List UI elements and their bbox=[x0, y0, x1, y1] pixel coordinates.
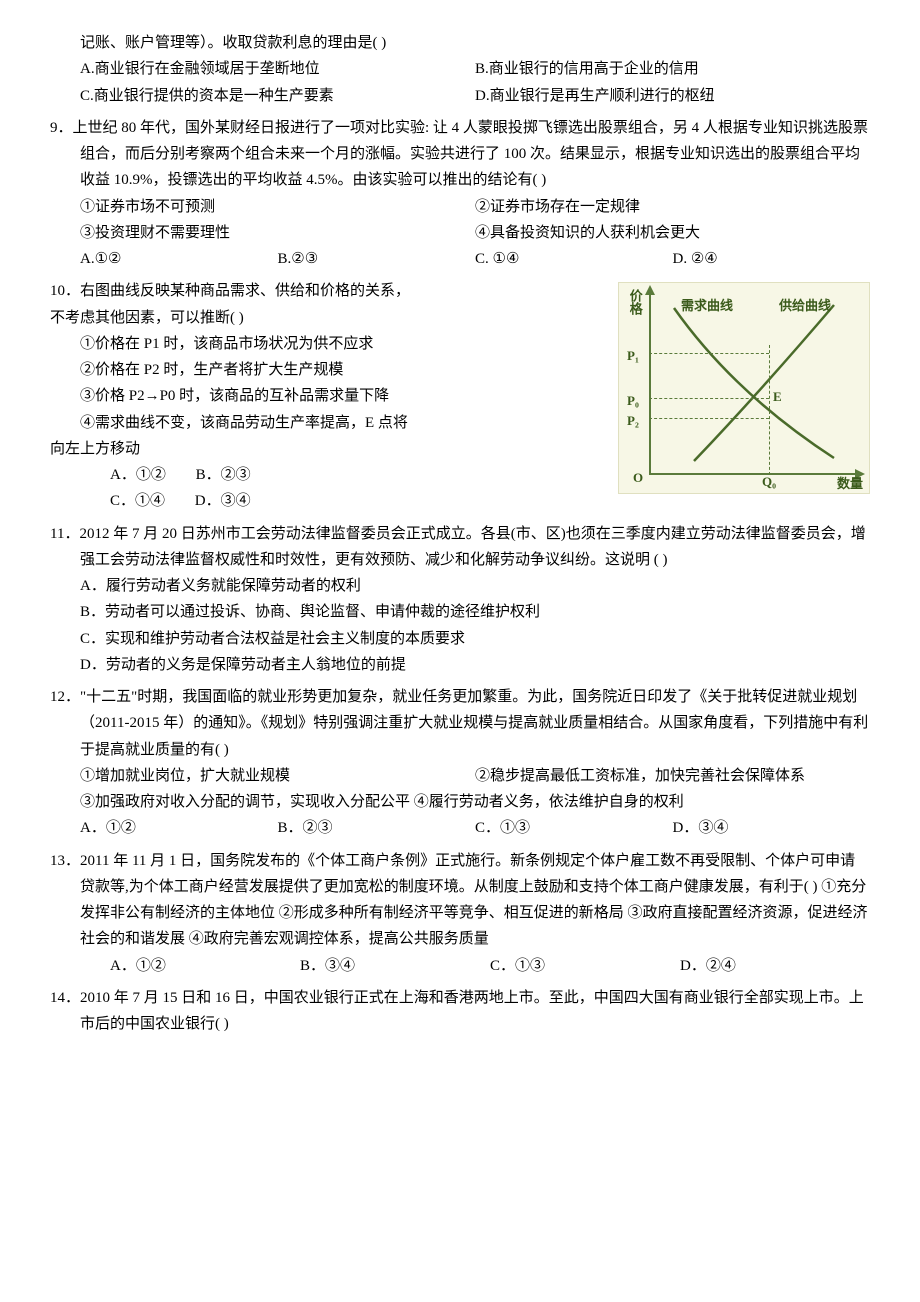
q0-label: Q₀ bbox=[762, 471, 776, 494]
q8-opt-b: B.商业银行的信用高于企业的信用 bbox=[475, 56, 870, 82]
q9-subitems: ①证券市场不可预测 ②证券市场存在一定规律 ③投资理财不需要理性 ④具备投资知识… bbox=[80, 194, 870, 247]
q0-dash bbox=[769, 345, 770, 475]
question-13: 13．2011 年 11 月 1 日，国务院发布的《个体工商户条例》正式施行。新… bbox=[50, 848, 870, 979]
q11-opt-d: D．劳动者的义务是保障劳动者主人翁地位的前提 bbox=[80, 652, 870, 678]
q12-body: "十二五"时期，我国面临的就业形势更加复杂，就业任务更加繁重。为此，国务院近日印… bbox=[80, 689, 868, 758]
q8-opt-d: D.商业银行是再生产顺利进行的枢纽 bbox=[475, 83, 870, 109]
demand-curve bbox=[674, 308, 834, 458]
x-axis-label: 数量 bbox=[837, 473, 863, 496]
q12-num: 12． bbox=[50, 689, 80, 705]
q12-sub2: ②稳步提高最低工资标准，加快完善社会保障体系 bbox=[475, 763, 870, 789]
y-axis-label: 价格 bbox=[623, 289, 646, 315]
question-11: 11．2012 年 7 月 20 日苏州市工会劳动法律监督委员会正式成立。各县(… bbox=[50, 521, 870, 679]
q9-body: 上世纪 80 年代，国外某财经日报进行了一项对比实验: 让 4 人蒙眼投掷飞镖选… bbox=[73, 120, 868, 189]
q14-num: 14． bbox=[50, 990, 80, 1006]
q8-opt-a: A.商业银行在金融领域居于垄断地位 bbox=[80, 56, 475, 82]
q8-options: A.商业银行在金融领域居于垄断地位 B.商业银行的信用高于企业的信用 C.商业银… bbox=[80, 56, 870, 109]
q8-opt-c: C.商业银行提供的资本是一种生产要素 bbox=[80, 83, 475, 109]
p2-label: P₂ bbox=[627, 410, 639, 433]
q12-opt-a: A．①② bbox=[80, 815, 278, 841]
p1-dash bbox=[649, 353, 769, 354]
e-label: E bbox=[773, 386, 782, 409]
origin-label: O bbox=[633, 467, 643, 490]
q9-num: 9． bbox=[50, 120, 73, 136]
q12-sub3: ③加强政府对收入分配的调节，实现收入分配公平 ④履行劳动者义务，依法维护自身的权… bbox=[80, 789, 870, 815]
q13-num: 13． bbox=[50, 853, 80, 869]
q10-opt-b: B．②③ bbox=[196, 462, 251, 488]
q10-line1: 右图曲线反映某种商品需求、供给和价格的关系， bbox=[80, 283, 410, 299]
q13-body: 2011 年 11 月 1 日，国务院发布的《个体工商户条例》正式施行。新条例规… bbox=[80, 853, 868, 948]
q11-num: 11． bbox=[50, 526, 79, 542]
q10-opt-c: C．①④ bbox=[110, 488, 165, 514]
p0-dash bbox=[649, 398, 769, 399]
q9-sub2: ②证券市场存在一定规律 bbox=[475, 194, 870, 220]
question-10: 价格 数量 O 需求曲线 供给曲线 P₁ P₀ P₂ E Q₀ 10．右图曲线反… bbox=[50, 278, 870, 514]
q10-num: 10． bbox=[50, 283, 80, 299]
p1-label: P₁ bbox=[627, 345, 639, 368]
curves-svg bbox=[649, 293, 859, 475]
q9-sub3: ③投资理财不需要理性 bbox=[80, 220, 475, 246]
q9-opt-d: D. ②④ bbox=[673, 246, 871, 272]
q11-body: 2012 年 7 月 20 日苏州市工会劳动法律监督委员会正式成立。各县(市、区… bbox=[79, 526, 865, 568]
q12-subitems: ①增加就业岗位，扩大就业规模 ②稳步提高最低工资标准，加快完善社会保障体系 ③加… bbox=[80, 763, 870, 816]
q9-sub4: ④具备投资知识的人获利机会更大 bbox=[475, 220, 870, 246]
question-9: 9．上世纪 80 年代，国外某财经日报进行了一项对比实验: 让 4 人蒙眼投掷飞… bbox=[50, 115, 870, 273]
supply-demand-figure: 价格 数量 O 需求曲线 供给曲线 P₁ P₀ P₂ E Q₀ bbox=[618, 282, 870, 494]
demand-curve-label: 需求曲线 bbox=[681, 295, 733, 318]
q13-opt-c: C．①③ bbox=[490, 953, 680, 979]
q13-options: A．①② B．③④ C．①③ D．②④ bbox=[110, 953, 870, 979]
q14-body: 2010 年 7 月 15 日和 16 日，中国农业银行正式在上海和香港两地上市… bbox=[80, 990, 864, 1032]
q12-options: A．①② B．②③ C．①③ D．③④ bbox=[80, 815, 870, 841]
q9-sub1: ①证券市场不可预测 bbox=[80, 194, 475, 220]
q9-opt-b: B.②③ bbox=[278, 246, 476, 272]
q13-opt-a: A．①② bbox=[110, 953, 300, 979]
q11-options: A．履行劳动者义务就能保障劳动者的权利 B．劳动者可以通过投诉、协商、舆论监督、… bbox=[80, 573, 870, 678]
q11-opt-c: C．实现和维护劳动者合法权益是社会主义制度的本质要求 bbox=[80, 626, 870, 652]
supply-curve-label: 供给曲线 bbox=[779, 295, 831, 318]
q9-opt-c: C. ①④ bbox=[475, 246, 673, 272]
q13-opt-d: D．②④ bbox=[680, 953, 870, 979]
q11-opt-a: A．履行劳动者义务就能保障劳动者的权利 bbox=[80, 573, 870, 599]
q10-opt-a: A．①② bbox=[110, 462, 166, 488]
p2-dash bbox=[649, 418, 769, 419]
question-12: 12．"十二五"时期，我国面临的就业形势更加复杂，就业任务更加繁重。为此，国务院… bbox=[50, 684, 870, 842]
q8-cont: 记账、账户管理等）。收取贷款利息的理由是( ) bbox=[80, 30, 870, 56]
q10-opt-d: D．③④ bbox=[195, 488, 251, 514]
question-8: 记账、账户管理等）。收取贷款利息的理由是( ) A.商业银行在金融领域居于垄断地… bbox=[50, 30, 870, 109]
question-14: 14．2010 年 7 月 15 日和 16 日，中国农业银行正式在上海和香港两… bbox=[50, 985, 870, 1038]
q12-opt-c: C．①③ bbox=[475, 815, 673, 841]
q12-sub1: ①增加就业岗位，扩大就业规模 bbox=[80, 763, 475, 789]
supply-curve bbox=[694, 305, 834, 461]
q9-opt-a: A.①② bbox=[80, 246, 278, 272]
q12-opt-b: B．②③ bbox=[278, 815, 476, 841]
q12-opt-d: D．③④ bbox=[673, 815, 871, 841]
q13-opt-b: B．③④ bbox=[300, 953, 490, 979]
q9-options: A.①② B.②③ C. ①④ D. ②④ bbox=[80, 246, 870, 272]
q11-opt-b: B．劳动者可以通过投诉、协商、舆论监督、申请仲裁的途径维护权利 bbox=[80, 599, 870, 625]
